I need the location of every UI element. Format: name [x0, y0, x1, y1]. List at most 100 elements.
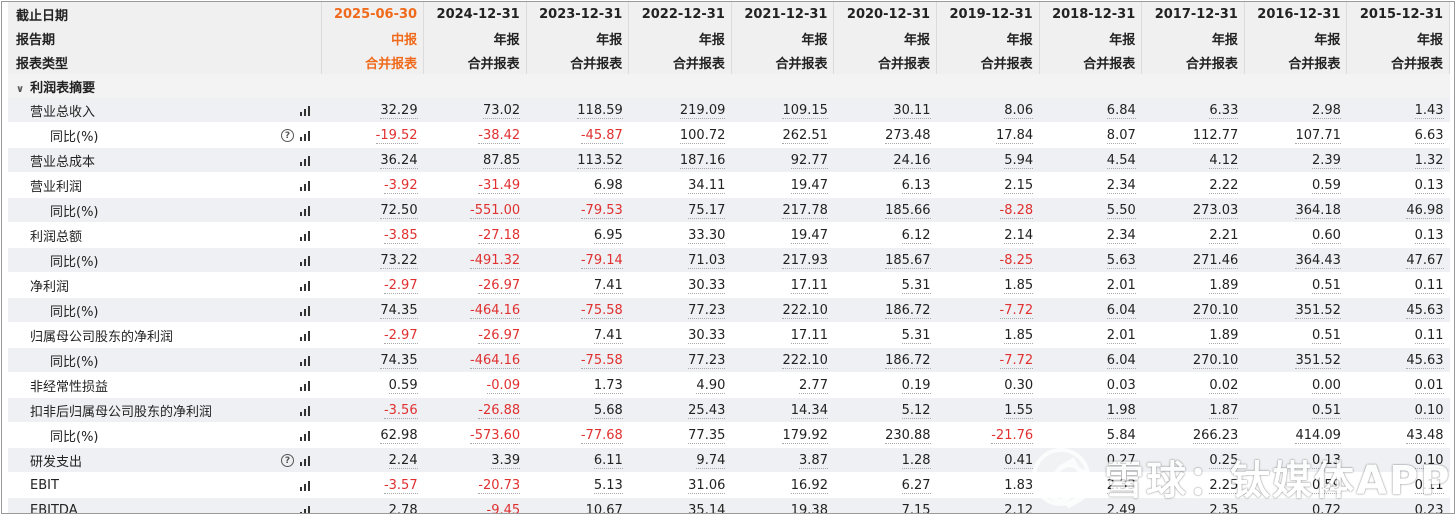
cell-value: 364.18	[1295, 202, 1341, 219]
cell-value: 16.92	[790, 477, 828, 494]
cell-value: 72.50	[380, 202, 418, 219]
value-cell: -464.16	[423, 347, 527, 373]
bar-chart-icon[interactable]	[300, 305, 313, 316]
bar-chart-icon[interactable]	[300, 455, 313, 466]
bar-chart-icon[interactable]	[300, 230, 313, 241]
value-cell: 230.88	[833, 422, 937, 448]
section-title: 利润表摘要	[30, 80, 96, 96]
bar-chart-icon[interactable]	[300, 280, 313, 291]
cell-value: 7.41	[593, 277, 623, 294]
period-date-header: 2021-12-31	[731, 2, 835, 26]
value-cell: -3.57	[321, 472, 424, 498]
cell-value: -3.56	[383, 402, 418, 419]
table-row: 同比(%) 62.98 -573.60 -77.68 77.35 179.92 230.88…	[8, 422, 1450, 448]
value-cell: -26.88	[423, 397, 527, 423]
bar-chart-icon[interactable]	[300, 405, 313, 416]
value-cell: 2.24	[321, 447, 424, 473]
bar-chart-icon[interactable]	[300, 330, 313, 341]
cell-value: 2.35	[1209, 502, 1239, 513]
table-row: 非经常性损益 0.59 -0.09 1.73 4.90 2.77 0.19 0.30 0.03 0…	[8, 372, 1450, 398]
row-label-cell: 非经常性损益	[8, 372, 321, 398]
cell-value: 47.67	[1406, 252, 1444, 269]
bar-chart-icon[interactable]	[300, 180, 313, 191]
value-cell: 0.51	[1244, 322, 1347, 348]
row-label: 研发支出	[30, 454, 83, 470]
section-blank-cell	[1141, 74, 1245, 98]
report-period-header: 年报	[936, 26, 1040, 50]
cell-value: 0.59	[388, 377, 418, 394]
cell-value: 43.48	[1406, 427, 1444, 444]
bar-chart-icon[interactable]	[300, 355, 313, 366]
question-circle-icon[interactable]: ?	[281, 128, 294, 142]
report-period-header: 年报	[1039, 26, 1143, 50]
bar-chart-icon[interactable]	[300, 255, 313, 266]
section-blank-cell	[628, 74, 732, 98]
value-cell: 73.02	[423, 98, 527, 123]
report-type-header: 合并报表	[321, 50, 425, 74]
value-cell: 2.33	[1039, 472, 1142, 498]
value-cell: 107.71	[1244, 122, 1347, 148]
bar-chart-icon[interactable]	[300, 105, 313, 116]
value-cell: 77.35	[628, 422, 732, 448]
bar-chart-icon[interactable]	[300, 430, 313, 441]
cell-value: 0.60	[1311, 227, 1341, 244]
cell-value: 7.41	[593, 327, 623, 344]
header-label: 报告期	[8, 26, 322, 50]
cell-value: 0.25	[1209, 452, 1239, 469]
cell-value: 46.98	[1406, 202, 1444, 219]
section-blank-cell	[731, 74, 834, 98]
value-cell: 62.98	[321, 422, 424, 448]
value-cell: 0.25	[1141, 447, 1245, 473]
bar-chart-icon[interactable]	[300, 205, 313, 216]
value-cell: 17.84	[936, 122, 1040, 148]
table-row: EBITDA 2.78 -9.45 10.67 35.14 19.38 7.15 2.12 2.…	[8, 497, 1450, 513]
cell-value: 364.43	[1295, 252, 1341, 269]
cell-value: 112.77	[1192, 127, 1239, 144]
bar-chart-icon[interactable]	[300, 505, 313, 513]
question-circle-icon[interactable]: ?	[281, 453, 294, 467]
value-cell: 0.19	[833, 372, 937, 398]
row-label-cell: 营业总收入	[8, 98, 321, 123]
table-row: 扣非后归属母公司股东的净利润 -3.56 -26.88 5.68 25.43 14.34 5…	[8, 397, 1450, 423]
cell-value: 186.72	[885, 302, 931, 319]
cell-value: 414.09	[1295, 427, 1341, 444]
value-cell: 0.11	[1346, 272, 1450, 298]
chevron-down-icon[interactable]: ∨	[16, 83, 25, 95]
bar-chart-icon[interactable]	[300, 130, 313, 141]
value-cell: 187.16	[628, 147, 732, 173]
value-cell: 7.41	[526, 272, 629, 298]
cell-value: 179.92	[782, 427, 828, 444]
value-cell: 77.23	[628, 347, 732, 373]
value-cell: 36.24	[321, 147, 424, 173]
section-blank-cell	[423, 74, 527, 98]
value-cell: 6.13	[833, 172, 937, 198]
cell-value: -20.73	[478, 477, 521, 494]
value-cell: 2.15	[936, 172, 1040, 198]
report-period-header: 年报	[423, 26, 527, 50]
cell-value: 217.93	[782, 252, 828, 269]
cell-value: -573.60	[470, 427, 521, 444]
bar-chart-icon[interactable]	[300, 155, 313, 166]
value-cell: 0.59	[1244, 172, 1347, 198]
cell-value: 6.63	[1414, 127, 1444, 144]
value-cell: 0.27	[1039, 447, 1142, 473]
value-cell: 185.66	[833, 197, 937, 223]
report-period-header: 中报	[321, 26, 425, 50]
value-cell: 2.98	[1244, 98, 1347, 123]
value-cell: 32.29	[321, 98, 424, 123]
value-cell: 87.85	[423, 147, 527, 173]
value-cell: 0.02	[1141, 372, 1245, 398]
cell-value: 0.11	[1414, 277, 1444, 294]
cell-value: 230.88	[885, 427, 931, 444]
value-cell: -9.45	[423, 497, 527, 513]
section-blank-cell	[1244, 74, 1347, 98]
bar-chart-icon[interactable]	[300, 480, 313, 491]
row-label: 非经常性损益	[30, 379, 109, 395]
section-toggle-income-summary[interactable]: ∨ 利润表摘要	[8, 74, 1450, 98]
cell-value: 31.06	[688, 477, 726, 494]
cell-value: 2.24	[388, 452, 418, 469]
cell-value: 19.47	[790, 227, 828, 244]
cell-value: 1.98	[1106, 402, 1136, 419]
bar-chart-icon[interactable]	[300, 380, 313, 391]
row-label: 营业利润	[30, 179, 83, 195]
